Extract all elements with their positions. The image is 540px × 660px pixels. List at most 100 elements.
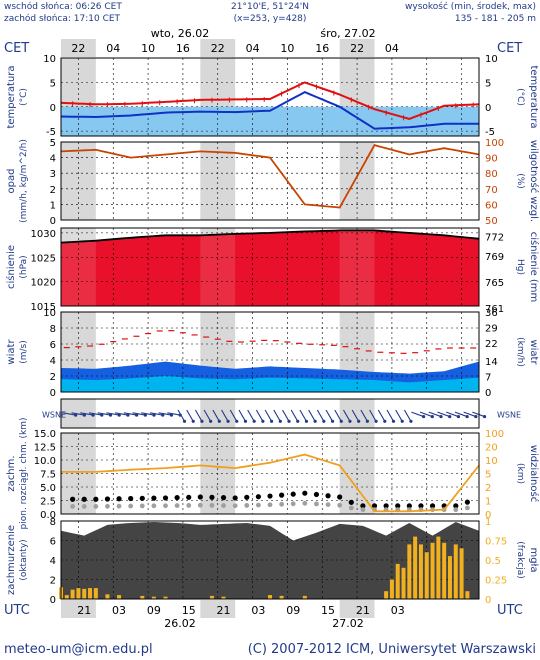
wind-arrow: [97, 412, 111, 416]
top-tick-label: 10: [141, 42, 155, 55]
bottom-tick-label: 15: [182, 604, 196, 617]
fog-bar: [93, 588, 98, 599]
wind-arrow: [377, 409, 386, 422]
wind-arrow: [167, 412, 181, 416]
wind-ytick: 8: [50, 324, 56, 335]
cloud-base-dot-grey: [267, 502, 273, 508]
height-title: wysokość (min, środek, max): [405, 1, 536, 12]
fog-bar: [447, 556, 452, 599]
wind-arrow-head: [100, 413, 104, 417]
wind-arrow: [194, 409, 203, 422]
pressure-ytick-right: 769: [485, 252, 504, 263]
fog-bar: [465, 591, 470, 599]
cloud-base-dot-grey: [453, 507, 459, 513]
wind-arrow-head: [339, 419, 343, 423]
cloud-base-dot: [81, 496, 87, 502]
bottom-tick-label: 03: [251, 604, 265, 617]
wind-arrow-head: [391, 419, 396, 423]
cloud-base-dot-grey: [232, 503, 238, 509]
fog-bar: [70, 589, 75, 599]
wind-arrow-head: [243, 419, 248, 423]
tz-bottom-left: UTC: [4, 603, 30, 618]
precip_humidity-ytick: 2: [50, 185, 56, 196]
pressure-ylabel-right: ciśnienie (mm: [528, 232, 540, 303]
temp-red-series: [60, 81, 480, 120]
cloud-base-dot-grey: [93, 504, 99, 509]
wind-arrow: [203, 409, 212, 422]
cloud-base-dot: [232, 495, 238, 501]
temperature-frame: [60, 57, 480, 137]
wind-arrow-head: [269, 419, 274, 423]
visibility-ylabel-right-unit: (km): [515, 463, 525, 484]
cloud-base-dot: [383, 503, 389, 509]
tz-top-left: CET: [4, 41, 29, 56]
wind-arrow: [360, 409, 368, 422]
wind-ytick: 0: [50, 388, 56, 399]
precip_humidity-frame: [60, 141, 480, 221]
visibility-ytick: 2.5: [40, 497, 56, 508]
cloud-base-dot-grey: [139, 503, 145, 509]
wind-arrow-head: [448, 414, 452, 419]
fog-bar: [151, 596, 156, 599]
cloud-base-dot: [279, 492, 285, 498]
wind-arrow: [316, 409, 325, 422]
cloud-base-dot-grey: [209, 503, 215, 508]
wind-arrow-head: [430, 414, 434, 419]
wind-arrow: [299, 409, 307, 422]
day2-label: śro, 27.02: [320, 27, 375, 40]
top-tick-label: 04: [246, 42, 260, 55]
visibility-ytick: 15.0: [34, 429, 56, 440]
cloud-base-dot-grey: [221, 503, 226, 508]
wind-arrow-head: [200, 419, 204, 423]
cloud-base-dot-grey: [174, 503, 180, 508]
wind-arrow-head: [357, 419, 361, 423]
wind-arrow-head: [322, 419, 326, 423]
wind-arrow-head: [409, 419, 413, 423]
grid-label: (x=253, y=428): [234, 14, 307, 24]
visibility-ytick: 10.0: [34, 456, 56, 467]
fog-ytick-right: 0.5: [485, 556, 501, 567]
wind-arrow-head: [348, 419, 352, 423]
wind-ytick-right: 0: [485, 388, 491, 399]
coords-label: 21°10'E, 51°24'N: [231, 2, 309, 12]
precip_humidity-ytick: 0: [50, 216, 56, 227]
wind-arrow: [106, 412, 120, 416]
sunrise-label: wschód słońca: 06:26 CET: [4, 1, 122, 12]
cloud-base-dot: [220, 495, 227, 501]
top-strip-night-0: [61, 39, 96, 57]
wind-arrow-head: [117, 413, 121, 417]
wind-arrow: [238, 409, 246, 422]
cloud-base-dot-grey: [116, 503, 122, 509]
fog-bar: [302, 595, 307, 599]
wind-arrow: [282, 409, 290, 422]
wind-arrow-head: [152, 413, 156, 417]
fog-ytick-right: 0.75: [485, 537, 507, 548]
wind-arrow: [325, 409, 334, 422]
wind-arrow-head: [235, 419, 239, 423]
cloud-base-dot: [453, 503, 459, 509]
footer-email[interactable]: meteo-um@icm.edu.pl: [4, 642, 153, 657]
fog-bar: [163, 596, 168, 599]
pressure-area: [61, 230, 479, 306]
clouds-ylabel-right-unit: (frakcja): [515, 541, 525, 579]
wind-arrow: [454, 411, 468, 418]
bottom-tick-label: 21: [77, 604, 91, 617]
fog-bar: [453, 544, 458, 599]
wind-arrow-head: [304, 419, 309, 423]
wind-arrow-head: [82, 413, 86, 417]
wind-arrow-head: [278, 419, 282, 423]
sunset-label: zachód słońca: 17:10 CET: [4, 13, 121, 24]
temp-blue-series: [60, 90, 479, 130]
day1-label: wto, 26.02: [151, 27, 210, 40]
wind-arrow: [463, 411, 477, 418]
cloud-base-dot: [325, 493, 331, 499]
wind-arrow-head: [74, 413, 78, 417]
wind-arrow: [290, 409, 299, 422]
cloud-base-dot: [128, 495, 134, 502]
wind-arrow: [255, 409, 264, 422]
visibility-ytick-right: 0: [485, 510, 491, 521]
temperature-ylabel-right-unit: (°C): [515, 88, 525, 106]
wind-arrow: [177, 409, 185, 422]
cloud-base-dot-grey: [348, 505, 354, 511]
wind-arrow: [212, 409, 220, 422]
